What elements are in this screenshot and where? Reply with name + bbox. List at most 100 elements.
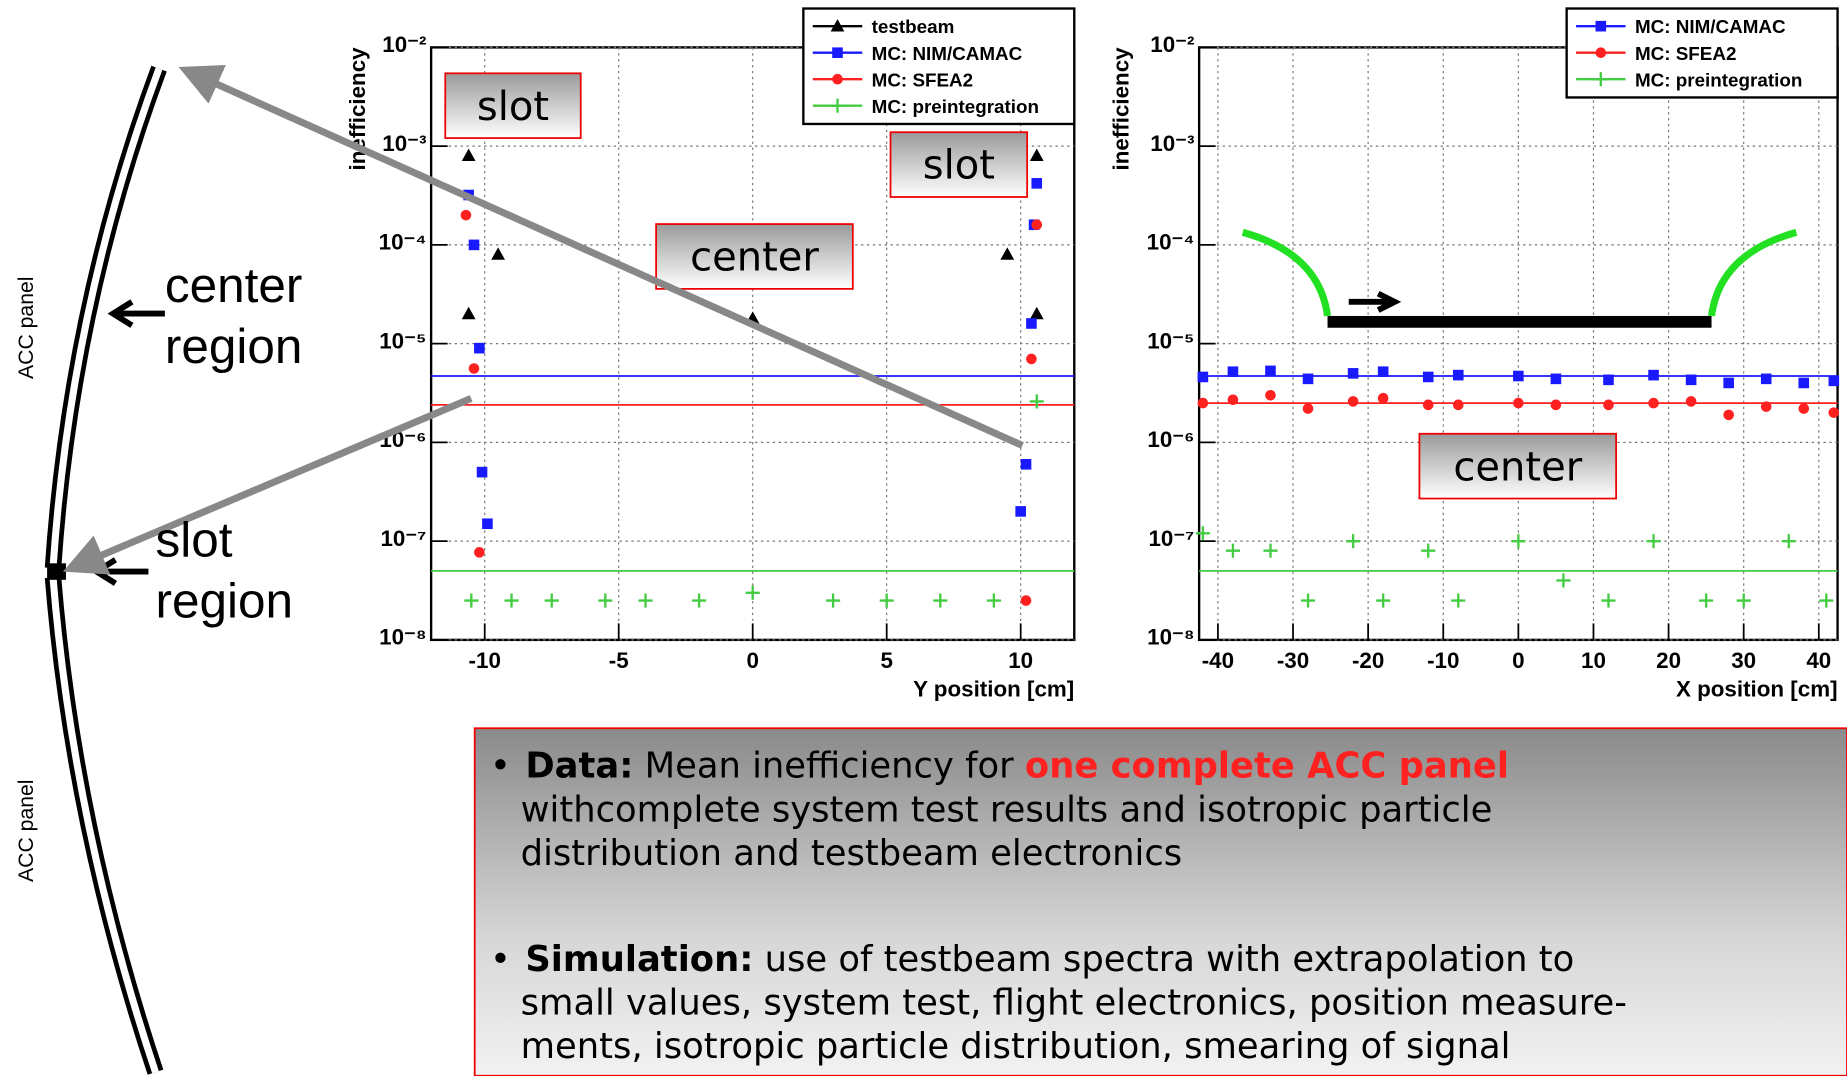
y-tick-label: 10⁻⁵	[379, 328, 426, 353]
marker	[1227, 394, 1239, 406]
marker	[1452, 399, 1464, 411]
marker	[1511, 534, 1526, 549]
bullet-run: Mean inefficiency for	[633, 746, 1025, 787]
marker	[1828, 407, 1840, 418]
marker	[1347, 396, 1359, 407]
marker	[1781, 534, 1796, 549]
marker	[1550, 399, 1562, 411]
marker	[1031, 219, 1043, 231]
marker	[1798, 377, 1810, 389]
marker	[504, 593, 519, 608]
legend-label: MC: NIM/CAMAC	[1635, 16, 1786, 37]
marker	[1723, 409, 1734, 421]
marker	[1031, 178, 1043, 189]
marker	[1029, 394, 1044, 409]
text-panel	[473, 727, 1847, 1076]
charts: 10⁻⁸ 10⁻⁷ 10⁻⁶ 10⁻⁵ 10⁻⁴ 10⁻³ 10⁻² -10 -5 0 5 10 Y p…	[345, 7, 1840, 701]
x-tick-label: 10	[1008, 648, 1033, 673]
marker	[1819, 593, 1834, 608]
panel-label: ACC panel	[15, 277, 38, 379]
marker	[1550, 373, 1562, 385]
bullet-run: one complete ACC panel	[1025, 746, 1509, 787]
marker	[1300, 593, 1316, 608]
y-tick-label: 10⁻⁴	[379, 230, 427, 255]
marker	[1376, 593, 1391, 608]
marker	[1227, 366, 1239, 377]
marker	[1029, 306, 1044, 320]
marker	[1197, 371, 1209, 383]
marker	[1026, 353, 1037, 365]
marker	[1760, 373, 1772, 385]
region-label: region	[165, 319, 303, 374]
marker	[1422, 399, 1434, 411]
marker	[1603, 374, 1614, 386]
marker	[1760, 401, 1772, 412]
marker	[1265, 365, 1276, 377]
bullet-first-line: Simulation: use of testbeam spectra with…	[525, 939, 1574, 980]
marker	[1377, 392, 1389, 404]
annotation-box	[889, 131, 1029, 198]
marker	[745, 585, 760, 600]
marker	[1451, 593, 1466, 608]
marker	[1685, 396, 1697, 407]
marker	[830, 98, 845, 113]
marker	[491, 247, 506, 260]
marker	[468, 239, 480, 251]
bullet-symbol: •	[490, 746, 511, 787]
marker	[1556, 573, 1571, 588]
x-tick-label: -40	[1202, 648, 1234, 673]
x-tick-label: 30	[1731, 648, 1756, 673]
marker	[1195, 526, 1210, 541]
marker	[1648, 397, 1659, 409]
marker	[461, 306, 476, 320]
marker	[879, 593, 894, 608]
marker	[1015, 506, 1026, 517]
marker	[1828, 375, 1840, 387]
annotation-box	[444, 72, 582, 139]
marker	[1648, 369, 1659, 381]
annotation: center	[1453, 444, 1582, 490]
bullet-line: small values, system test, flight electr…	[521, 982, 1627, 1023]
x-tick-label: 0	[746, 648, 758, 673]
marker	[832, 47, 843, 58]
marker	[832, 73, 843, 85]
marker	[638, 593, 653, 608]
x-tick-label: -10	[1427, 648, 1459, 673]
marker	[1302, 373, 1314, 385]
marker	[830, 19, 845, 32]
marker	[1736, 593, 1751, 608]
y-tick-label: 10⁻³	[382, 131, 426, 156]
marker	[1646, 534, 1661, 549]
marker	[1595, 20, 1607, 32]
y-tick-label: 10⁻³	[1150, 131, 1194, 156]
x-tick-label: -20	[1352, 648, 1384, 673]
marker	[1513, 397, 1524, 409]
legend-label: MC: NIM/CAMAC	[872, 43, 1023, 64]
marker	[1601, 593, 1616, 608]
marker	[482, 518, 493, 530]
marker	[1302, 403, 1314, 414]
marker	[1346, 534, 1361, 549]
marker	[1595, 47, 1607, 58]
bullet-symbol: •	[490, 939, 511, 980]
marker	[986, 593, 1001, 608]
x-tick-label: 20	[1656, 648, 1681, 673]
x-axis-title: X position [cm]	[1676, 676, 1838, 701]
marker	[474, 547, 485, 558]
marker	[1197, 397, 1209, 409]
y-tick-label: 10⁻⁸	[1147, 625, 1194, 650]
x-axis-title: Y position [cm]	[913, 676, 1074, 701]
marker	[1699, 593, 1714, 608]
annotation-box	[1418, 432, 1618, 500]
marker	[1422, 371, 1434, 383]
marker	[1020, 595, 1032, 606]
marker	[1263, 543, 1278, 558]
marker	[476, 466, 488, 478]
x-tick-label: 10	[1581, 648, 1606, 673]
y-tick-label: 10⁻⁷	[1148, 526, 1194, 551]
x-tick-label: 40	[1806, 648, 1831, 673]
y-tick-label: 10⁻⁴	[1147, 230, 1195, 255]
legend-label: MC: SFEA2	[872, 69, 973, 90]
marker	[1000, 247, 1015, 260]
